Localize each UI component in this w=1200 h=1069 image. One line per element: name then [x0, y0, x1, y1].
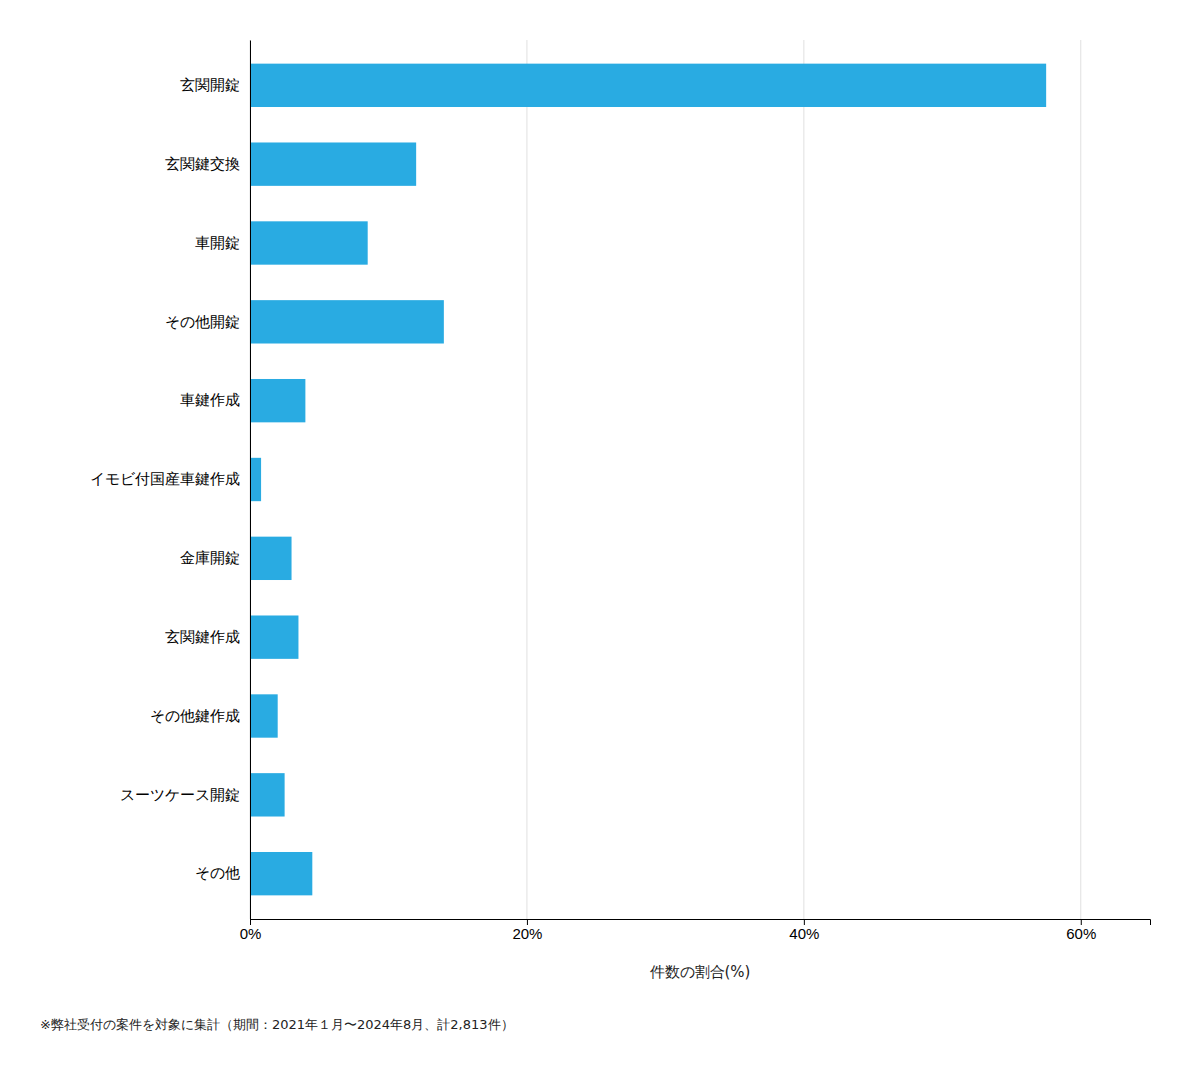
tick: その他開錠 — [165, 313, 250, 330]
tick: 60% — [1066, 919, 1096, 942]
axis-title: 件数の割合(%) — [650, 963, 751, 981]
plot: 0% 20% 40% 60% 玄関開錠玄関鍵交換車開錠その他開錠車鍵作成イモビ付国産車鍵… — [90, 40, 1151, 942]
tick-label: 車鍵作成 — [180, 391, 240, 408]
tick-label: 40% — [789, 925, 819, 942]
bar — [250, 852, 312, 895]
x-axis: 0% 20% 40% 60% — [240, 919, 1151, 942]
bar — [250, 64, 1046, 107]
tick: 金庫開錠 — [180, 549, 250, 566]
tick: 20% — [512, 919, 542, 942]
tick-label: 車開錠 — [195, 234, 240, 251]
bar — [250, 773, 285, 816]
bar — [250, 458, 261, 501]
bar — [250, 221, 368, 264]
tick-label: スーツケース開錠 — [120, 786, 240, 803]
grid-line — [803, 40, 804, 919]
tick: イモビ付国産車鍵作成 — [90, 470, 250, 487]
grid — [250, 40, 1081, 919]
tick: 玄関鍵交換 — [165, 155, 250, 172]
grid-line — [526, 40, 527, 919]
tick: 40% — [789, 919, 819, 942]
bars — [250, 64, 1046, 896]
tick-label: その他 — [195, 864, 240, 881]
tick: スーツケース開錠 — [120, 786, 250, 803]
axis-line — [250, 41, 251, 920]
tick-label: イモビ付国産車鍵作成 — [90, 470, 240, 487]
tick-label: 金庫開錠 — [180, 549, 240, 566]
tick-label: 0% — [240, 925, 262, 942]
grid-line — [1080, 40, 1081, 919]
bar — [250, 142, 416, 185]
tick-label: 20% — [512, 925, 542, 942]
y-axis: 玄関開錠玄関鍵交換車開錠その他開錠車鍵作成イモビ付国産車鍵作成金庫開錠玄関鍵作成… — [90, 41, 251, 920]
bar — [250, 694, 278, 737]
tick-label: 玄関開錠 — [180, 76, 240, 93]
tick: その他 — [195, 864, 250, 881]
tick: その他鍵作成 — [150, 707, 250, 724]
tick: 車開錠 — [195, 234, 250, 251]
grid-line — [250, 40, 251, 919]
bar — [250, 300, 444, 343]
tick-label: 玄関鍵作成 — [165, 628, 240, 645]
tick: 玄関開錠 — [180, 76, 250, 93]
tick: 玄関鍵作成 — [165, 628, 250, 645]
bar — [250, 615, 298, 658]
tick: 車鍵作成 — [180, 391, 250, 408]
tick-label: その他開錠 — [165, 313, 240, 330]
bar — [250, 537, 292, 580]
axis-line — [251, 920, 1151, 926]
tick-label: 玄関鍵交換 — [165, 155, 240, 172]
tick-label: その他鍵作成 — [150, 707, 240, 724]
chart: 0% 20% 40% 60% 玄関開錠玄関鍵交換車開錠その他開錠車鍵作成イモビ付国産車鍵… — [0, 0, 1200, 1069]
footnote: ※弊社受付の案件を対象に集計（期間：2021年１月〜2024年8月、計2,813… — [40, 1017, 514, 1032]
tick-label: 60% — [1066, 925, 1096, 942]
tick: 0% — [240, 919, 262, 942]
bar — [250, 379, 305, 422]
